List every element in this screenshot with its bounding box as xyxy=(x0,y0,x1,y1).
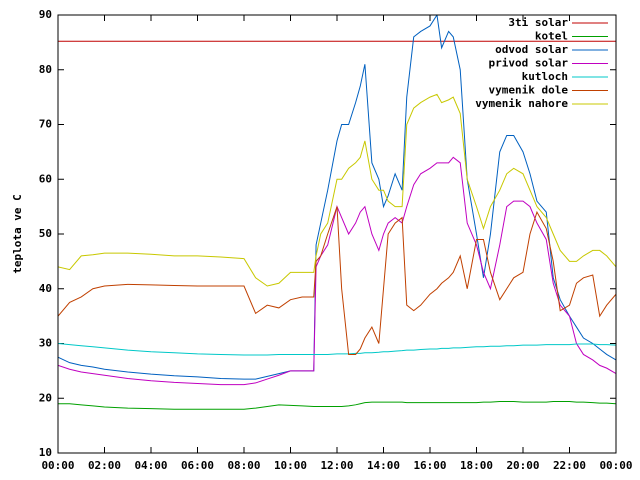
x-tick-label: 06:00 xyxy=(181,459,214,472)
y-tick-label: 90 xyxy=(39,8,52,21)
y-axis-label: teplota ve C xyxy=(11,194,24,273)
x-tick-label: 00:00 xyxy=(41,459,74,472)
legend-label: privod solar xyxy=(489,57,569,70)
x-tick-label: 08:00 xyxy=(227,459,260,472)
x-tick-label: 16:00 xyxy=(413,459,446,472)
y-tick-label: 60 xyxy=(39,172,52,185)
x-tick-label: 02:00 xyxy=(88,459,121,472)
series-line xyxy=(58,93,616,287)
x-tick-label: 14:00 xyxy=(367,459,400,472)
x-tick-label: 22:00 xyxy=(553,459,586,472)
legend-label: kutloch xyxy=(522,70,568,83)
y-tick-label: 80 xyxy=(39,63,52,76)
y-tick-label: 20 xyxy=(39,391,52,404)
legend-label: 3ti solar xyxy=(508,16,568,29)
y-tick-label: 30 xyxy=(39,337,52,350)
plot-frame xyxy=(57,14,617,454)
series-line xyxy=(58,206,616,355)
legend-label: vymenik dole xyxy=(489,84,569,97)
x-tick-label: 10:00 xyxy=(274,459,307,472)
x-tick-label: 12:00 xyxy=(320,459,353,472)
y-tick-label: 50 xyxy=(39,227,52,240)
legend-label: vymenik nahore xyxy=(475,97,568,110)
x-tick-label: 20:00 xyxy=(506,459,539,472)
legend-label: odvod solar xyxy=(495,43,568,56)
y-tick-label: 10 xyxy=(39,446,52,459)
series-line xyxy=(58,156,616,386)
y-tick-label: 40 xyxy=(39,282,52,295)
series-line xyxy=(58,343,616,356)
x-tick-label: 04:00 xyxy=(134,459,167,472)
series-line xyxy=(58,401,616,410)
x-tick-label: 00:00 xyxy=(599,459,632,472)
legend-label: kotel xyxy=(535,30,568,43)
x-tick-label: 18:00 xyxy=(460,459,493,472)
series-line xyxy=(58,15,616,380)
y-tick-label: 70 xyxy=(39,118,52,131)
